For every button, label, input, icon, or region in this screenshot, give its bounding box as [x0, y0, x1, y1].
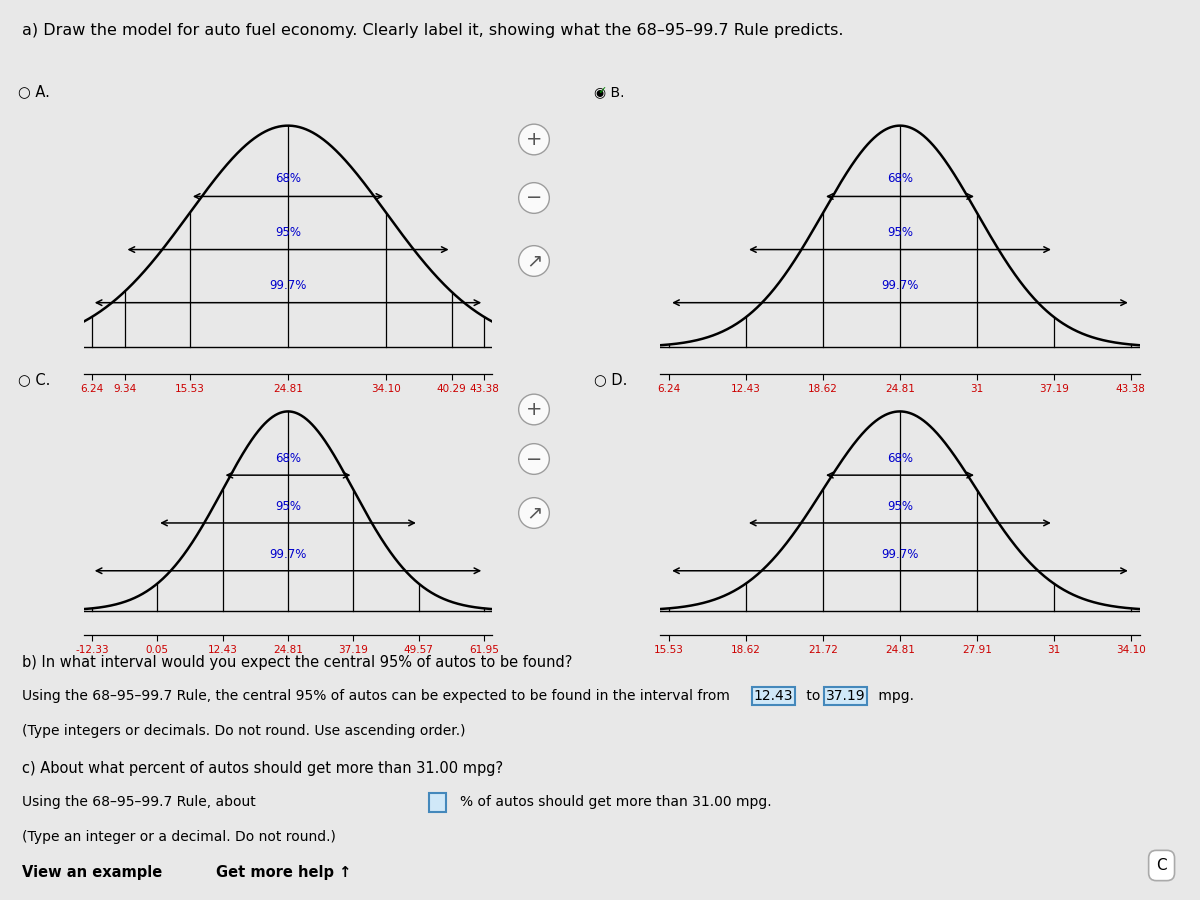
- Text: 99.7%: 99.7%: [881, 279, 919, 292]
- Text: Using the 68–95–99.7 Rule, about: Using the 68–95–99.7 Rule, about: [22, 796, 259, 809]
- Text: +: +: [526, 130, 542, 149]
- Text: C: C: [1157, 858, 1166, 873]
- Text: a) Draw the model for auto fuel economy. Clearly label it, showing what the 68–9: a) Draw the model for auto fuel economy.…: [22, 22, 844, 38]
- Text: to: to: [802, 689, 824, 704]
- Text: mpg.: mpg.: [874, 689, 913, 704]
- Text: b) In what interval would you expect the central 95% of autos to be found?: b) In what interval would you expect the…: [22, 655, 572, 670]
- Text: −: −: [526, 188, 542, 208]
- Text: View an example: View an example: [22, 865, 162, 880]
- Text: −: −: [526, 449, 542, 469]
- Text: 68%: 68%: [887, 452, 913, 465]
- Text: 95%: 95%: [275, 500, 301, 513]
- Text: ↗: ↗: [526, 251, 542, 271]
- Text: 99.7%: 99.7%: [269, 279, 307, 292]
- Text: 68%: 68%: [275, 452, 301, 465]
- Text: ○ A.: ○ A.: [18, 84, 50, 99]
- Text: (Type an integer or a decimal. Do not round.): (Type an integer or a decimal. Do not ro…: [22, 830, 336, 843]
- Text: c) About what percent of autos should get more than 31.00 mpg?: c) About what percent of autos should ge…: [22, 761, 503, 776]
- Text: ✓: ✓: [598, 86, 607, 96]
- Text: +: +: [526, 400, 542, 419]
- Text: 95%: 95%: [275, 226, 301, 239]
- Text: 68%: 68%: [275, 173, 301, 185]
- Text: ○ C.: ○ C.: [18, 372, 50, 387]
- Text: Using the 68–95–99.7 Rule, the central 95% of autos can be expected to be found : Using the 68–95–99.7 Rule, the central 9…: [22, 689, 734, 704]
- Text: 12.43: 12.43: [754, 689, 793, 704]
- Text: 95%: 95%: [887, 500, 913, 513]
- Text: ○ D.: ○ D.: [594, 372, 628, 387]
- Text: (Type integers or decimals. Do not round. Use ascending order.): (Type integers or decimals. Do not round…: [22, 724, 466, 738]
- Text: 95%: 95%: [887, 226, 913, 239]
- Text: 99.7%: 99.7%: [269, 548, 307, 561]
- Text: 68%: 68%: [887, 173, 913, 185]
- Text: 99.7%: 99.7%: [881, 548, 919, 561]
- Text: % of autos should get more than 31.00 mpg.: % of autos should get more than 31.00 mp…: [460, 796, 772, 809]
- Text: 37.19: 37.19: [826, 689, 865, 704]
- Text: Get more help ↑: Get more help ↑: [216, 865, 352, 880]
- Text: ◉ B.: ◉ B.: [594, 85, 624, 99]
- Text: ↗: ↗: [526, 503, 542, 523]
